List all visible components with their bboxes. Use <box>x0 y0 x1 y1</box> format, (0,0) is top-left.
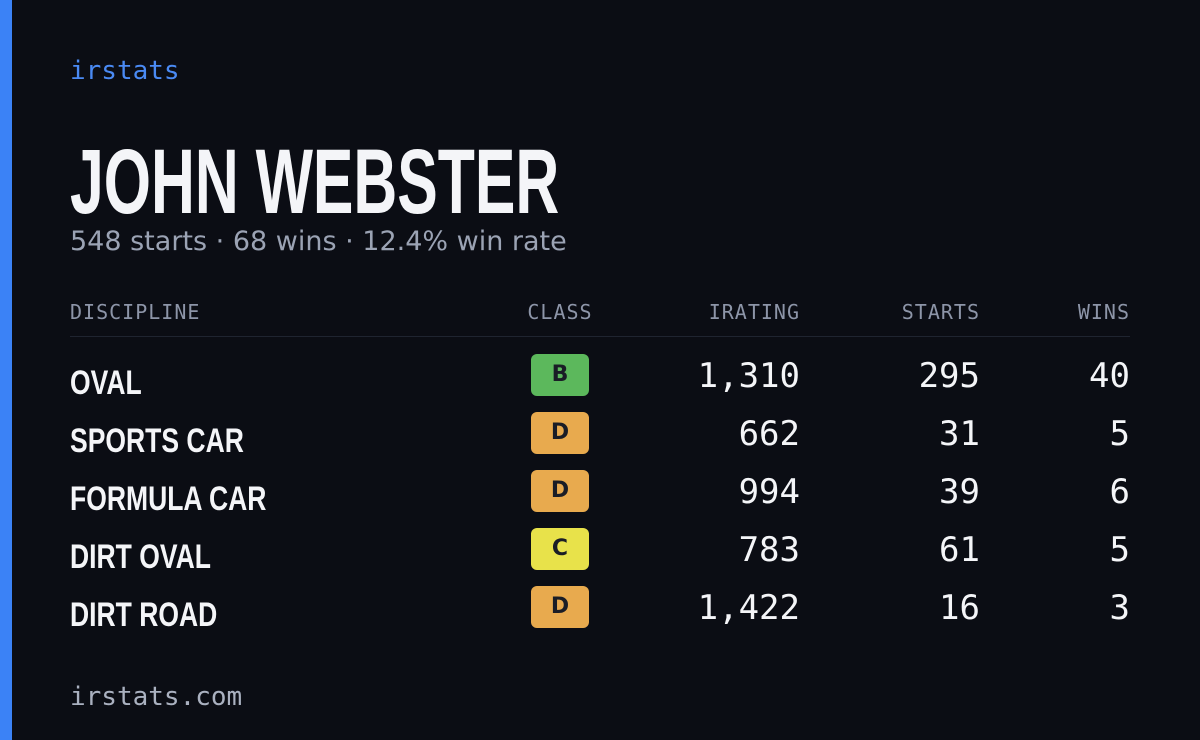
irating: 994 <box>738 472 800 512</box>
discipline: FORMULA CAR <box>70 480 267 518</box>
starts: 295 <box>918 356 980 396</box>
discipline: OVAL <box>70 364 142 402</box>
footer: irstats.com <box>70 682 243 712</box>
wins: 40 <box>1089 356 1130 396</box>
header-rule <box>70 336 1130 337</box>
driver-summary: 548 starts · 68 wins · 12.4% win rate <box>70 226 567 257</box>
wins: 5 <box>1109 530 1130 570</box>
driver-name: JOHN WEBSTER <box>70 131 560 233</box>
class-badge: B <box>531 354 589 396</box>
discipline: DIRT ROAD <box>70 596 218 634</box>
class-badge: D <box>531 586 589 628</box>
column-header: IRATING <box>708 300 800 324</box>
column-header: DISCIPLINE <box>70 300 201 324</box>
irating: 662 <box>738 414 800 454</box>
irating: 783 <box>738 530 800 570</box>
accent-bar <box>0 0 12 740</box>
class-badge: D <box>531 470 589 512</box>
class-badge: D <box>531 412 589 454</box>
wins: 3 <box>1109 588 1130 628</box>
brand: irstats <box>70 56 180 86</box>
starts: 31 <box>939 414 980 454</box>
column-header: WINS <box>1077 300 1130 324</box>
irating: 1,310 <box>697 356 800 396</box>
wins: 5 <box>1109 414 1130 454</box>
starts: 16 <box>939 588 980 628</box>
discipline: SPORTS CAR <box>70 422 244 460</box>
discipline: DIRT OVAL <box>70 538 211 576</box>
wins: 6 <box>1109 472 1130 512</box>
column-header: CLASS <box>527 300 593 324</box>
starts: 61 <box>939 530 980 570</box>
class-badge: C <box>531 528 589 570</box>
irating: 1,422 <box>697 588 800 628</box>
starts: 39 <box>939 472 980 512</box>
column-header: STARTS <box>901 300 980 324</box>
